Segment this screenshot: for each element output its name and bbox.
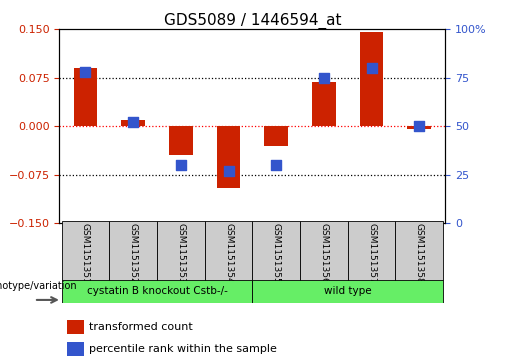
Bar (217, 126, 241, 188)
Text: GSM1151356: GSM1151356 (319, 223, 329, 284)
Bar (62, 280, 252, 303)
Bar (252, 221, 300, 281)
Title: GDS5089 / 1446594_at: GDS5089 / 1446594_at (164, 13, 341, 29)
Text: GSM1151355: GSM1151355 (272, 223, 281, 284)
Bar (300, 221, 348, 281)
Bar (62, 221, 109, 281)
Text: GSM1151358: GSM1151358 (415, 223, 424, 284)
Bar (169, 126, 193, 155)
Bar (312, 82, 336, 126)
Bar (407, 126, 431, 129)
Bar (359, 32, 384, 126)
Bar (204, 221, 252, 281)
Bar (252, 280, 443, 303)
Point (81, 69, 90, 75)
Bar (396, 221, 443, 281)
Text: GSM1151352: GSM1151352 (129, 223, 138, 284)
Bar (121, 120, 145, 126)
Point (320, 75, 328, 81)
Point (225, 168, 233, 174)
Text: GSM1151357: GSM1151357 (367, 223, 376, 284)
Text: GSM1151351: GSM1151351 (81, 223, 90, 284)
Text: GSM1151354: GSM1151354 (224, 223, 233, 284)
Text: percentile rank within the sample: percentile rank within the sample (90, 344, 277, 354)
Point (367, 65, 375, 71)
Text: genotype/variation: genotype/variation (0, 281, 77, 291)
Bar (157, 221, 204, 281)
Bar (264, 126, 288, 146)
Text: GSM1151353: GSM1151353 (176, 223, 185, 284)
Bar (109, 221, 157, 281)
Bar (67, 320, 84, 334)
Point (177, 162, 185, 168)
Bar (67, 342, 84, 356)
Point (129, 119, 138, 125)
Text: wild type: wild type (324, 286, 371, 296)
Bar (74, 68, 97, 126)
Point (272, 162, 280, 168)
Text: cystatin B knockout Cstb-/-: cystatin B knockout Cstb-/- (87, 286, 228, 296)
Text: transformed count: transformed count (90, 322, 193, 332)
Point (415, 123, 423, 129)
Bar (348, 221, 396, 281)
